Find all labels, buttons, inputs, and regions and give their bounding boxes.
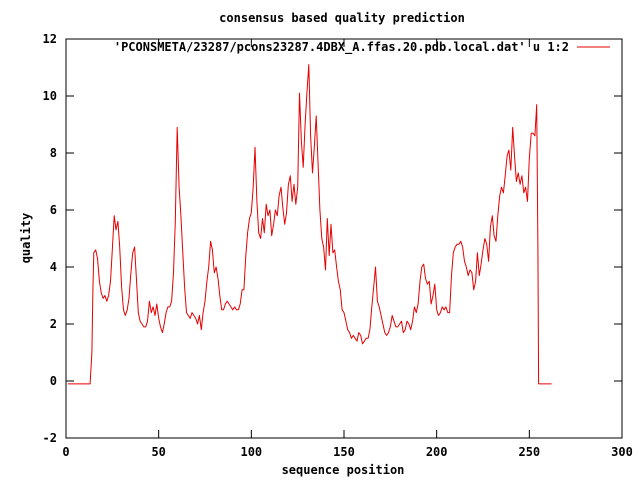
y-tick-label: -2 bbox=[43, 431, 57, 445]
y-tick-label: 12 bbox=[43, 32, 57, 46]
y-tick-label: 2 bbox=[50, 317, 57, 331]
x-tick-label: 0 bbox=[62, 445, 69, 459]
x-axis-label: sequence position bbox=[282, 463, 405, 477]
x-tick-label: 300 bbox=[611, 445, 633, 459]
y-tick-label: 6 bbox=[50, 203, 57, 217]
y-tick-label: 8 bbox=[50, 146, 57, 160]
series-group bbox=[67, 64, 552, 385]
y-tick-label: 0 bbox=[50, 374, 57, 388]
x-tick-label: 200 bbox=[426, 445, 448, 459]
x-tick-label: 250 bbox=[518, 445, 540, 459]
legend-label: 'PCONSMETA/23287/pcons23287.4DBX_A.ffas.… bbox=[114, 40, 569, 55]
y-tick-label: 4 bbox=[50, 260, 57, 274]
x-tick-label: 100 bbox=[240, 445, 262, 459]
y-axis-ticks: -2 0 2 4 6 8 10 12 bbox=[43, 32, 622, 445]
x-tick-label: 50 bbox=[151, 445, 165, 459]
series-line bbox=[67, 64, 552, 385]
x-tick-label: 150 bbox=[333, 445, 355, 459]
plot-frame bbox=[65, 38, 623, 439]
legend: 'PCONSMETA/23287/pcons23287.4DBX_A.ffas.… bbox=[114, 40, 610, 55]
chart-title: consensus based quality prediction bbox=[219, 11, 465, 25]
y-axis-label: quality bbox=[19, 213, 33, 264]
y-tick-label: 10 bbox=[43, 89, 57, 103]
x-axis-ticks: 0 50 100 150 200 250 300 bbox=[62, 39, 633, 459]
